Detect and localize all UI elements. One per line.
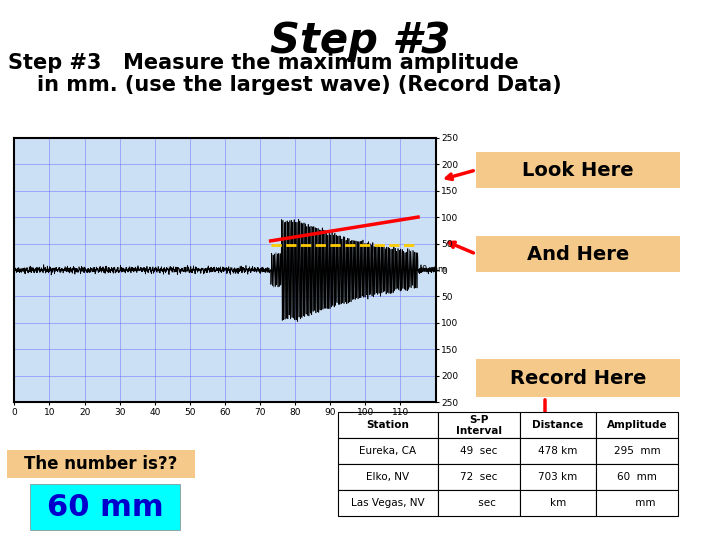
Bar xyxy=(476,359,680,397)
Bar xyxy=(338,464,438,490)
Text: Station: Station xyxy=(366,420,410,430)
Bar xyxy=(30,484,180,530)
Text: in mm. (use the largest wave) (Record Data): in mm. (use the largest wave) (Record Da… xyxy=(8,75,562,95)
Text: Elko, NV: Elko, NV xyxy=(366,472,410,482)
Text: Distance: Distance xyxy=(532,420,584,430)
Text: km: km xyxy=(550,498,566,508)
Text: Step #3   Measure the maximum amplitude: Step #3 Measure the maximum amplitude xyxy=(8,53,518,73)
Bar xyxy=(520,412,596,438)
Bar xyxy=(520,438,596,464)
Bar xyxy=(438,464,520,490)
Bar xyxy=(338,438,438,464)
Bar xyxy=(338,412,438,438)
Text: 49  sec: 49 sec xyxy=(460,446,498,456)
Text: Las Vegas, NV: Las Vegas, NV xyxy=(351,498,425,508)
Bar xyxy=(596,464,678,490)
Text: S-P: S-P xyxy=(469,415,489,425)
Bar xyxy=(7,450,195,478)
Bar xyxy=(596,412,678,438)
Bar xyxy=(520,464,596,490)
Text: 478 km: 478 km xyxy=(539,446,577,456)
Bar xyxy=(438,490,520,516)
Text: 60  mm: 60 mm xyxy=(617,472,657,482)
Text: Eureka, CA: Eureka, CA xyxy=(359,446,417,456)
Bar xyxy=(438,438,520,464)
Text: sec: sec xyxy=(462,498,496,508)
Text: 703 km: 703 km xyxy=(539,472,577,482)
Bar xyxy=(596,490,678,516)
Text: Step #3: Step #3 xyxy=(270,20,450,62)
Text: Record Here: Record Here xyxy=(510,368,646,388)
Text: 0 mm: 0 mm xyxy=(421,266,446,274)
Text: 72  sec: 72 sec xyxy=(460,472,498,482)
Text: The number is??: The number is?? xyxy=(24,455,178,473)
Text: 60 mm: 60 mm xyxy=(47,492,163,522)
Text: Interval: Interval xyxy=(456,426,502,436)
Text: Amplitude: Amplitude xyxy=(607,420,667,430)
Text: 295  mm: 295 mm xyxy=(613,446,660,456)
Text: And Here: And Here xyxy=(527,245,629,264)
Bar xyxy=(476,152,680,188)
Text: Look Here: Look Here xyxy=(522,160,634,179)
Bar xyxy=(338,490,438,516)
Bar xyxy=(476,236,680,272)
Bar xyxy=(596,438,678,464)
Text: mm: mm xyxy=(618,498,655,508)
Bar xyxy=(520,490,596,516)
Bar xyxy=(438,412,520,438)
